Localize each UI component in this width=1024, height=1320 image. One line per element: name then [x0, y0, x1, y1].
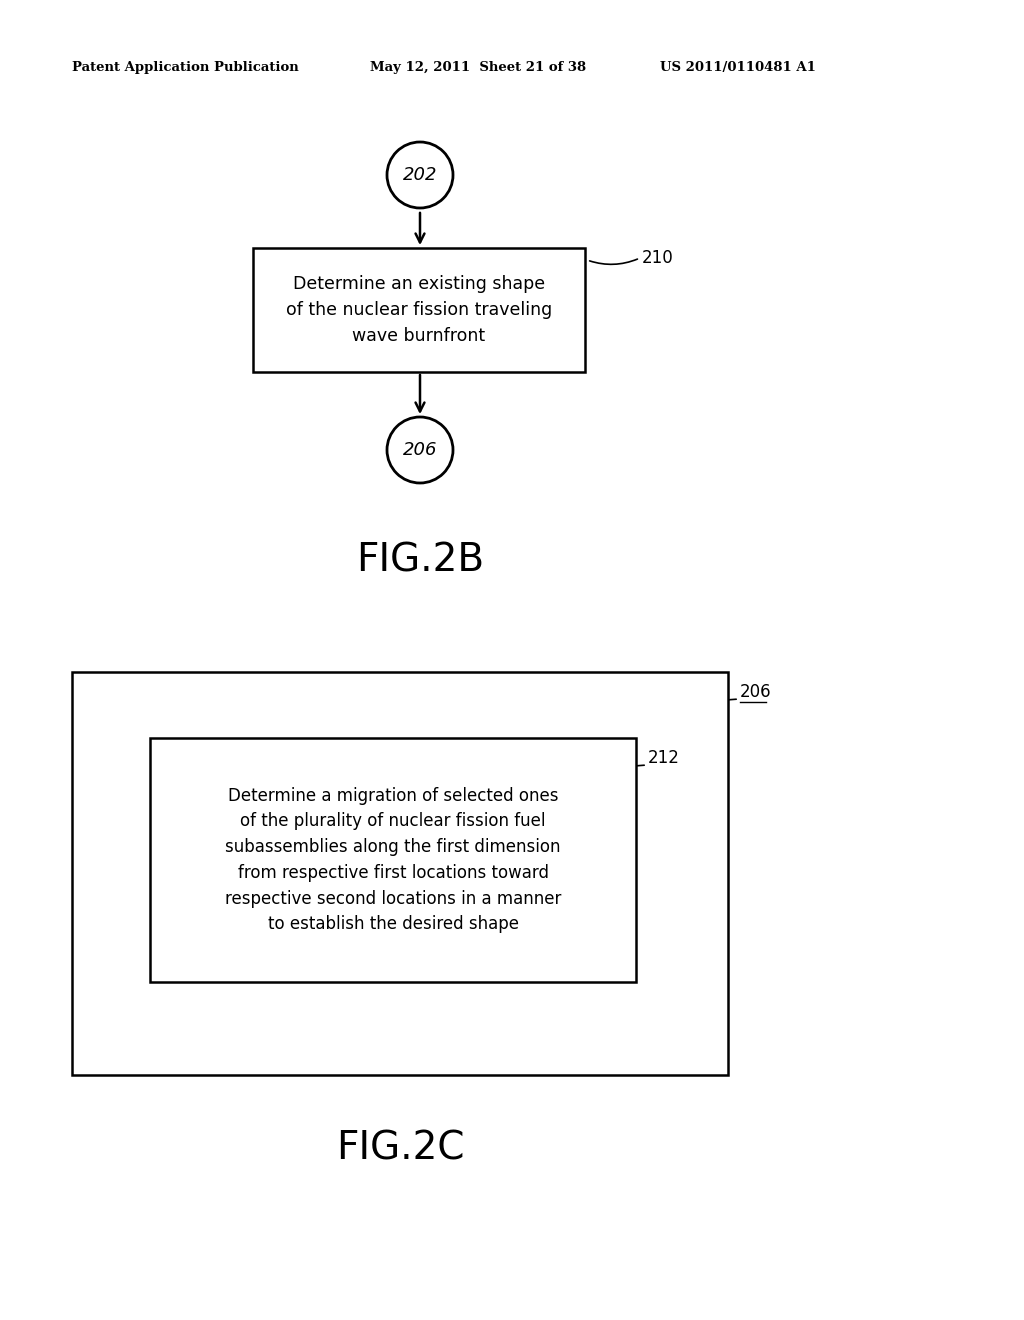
Text: 206: 206 — [402, 441, 437, 459]
Text: 210: 210 — [642, 249, 674, 267]
Text: 206: 206 — [740, 682, 772, 701]
Text: May 12, 2011  Sheet 21 of 38: May 12, 2011 Sheet 21 of 38 — [370, 62, 586, 74]
Text: Determine a migration of selected ones
of the plurality of nuclear fission fuel
: Determine a migration of selected ones o… — [225, 787, 561, 933]
Text: 212: 212 — [648, 748, 680, 767]
Text: FIG.2B: FIG.2B — [356, 541, 484, 579]
Bar — [253, 248, 585, 372]
Text: Patent Application Publication: Patent Application Publication — [72, 62, 299, 74]
Text: Determine an existing shape
of the nuclear fission traveling
wave burnfront: Determine an existing shape of the nucle… — [286, 276, 552, 345]
Text: 202: 202 — [402, 166, 437, 183]
Bar — [72, 672, 728, 1074]
Text: FIG.2C: FIG.2C — [336, 1129, 464, 1167]
Text: US 2011/0110481 A1: US 2011/0110481 A1 — [660, 62, 816, 74]
Bar — [150, 738, 636, 982]
